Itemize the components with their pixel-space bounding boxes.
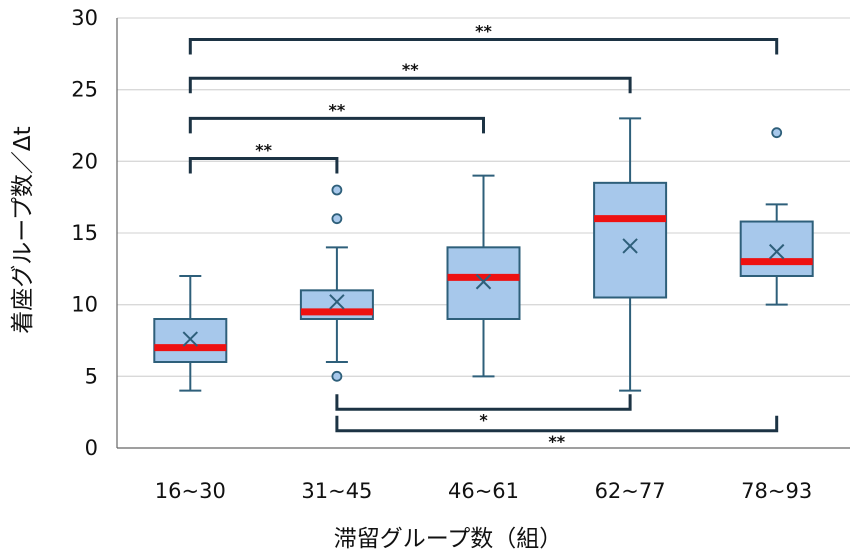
significance-label: * xyxy=(479,410,488,429)
y-tick-label: 20 xyxy=(71,149,98,173)
mean-marker xyxy=(329,294,345,310)
mean-marker xyxy=(768,243,785,260)
y-tick-label: 30 xyxy=(71,6,98,30)
x-tick-label: 62~77 xyxy=(595,479,666,503)
x-axis-title: 滞留グループ数（組） xyxy=(334,526,563,552)
box-iqr xyxy=(153,318,228,363)
axes xyxy=(116,18,850,449)
significance-label: ** xyxy=(548,432,565,451)
outlier-point xyxy=(771,127,783,139)
x-tick-label: 78~93 xyxy=(741,479,812,503)
box-iqr xyxy=(739,220,814,278)
significance-label: ** xyxy=(329,100,346,119)
significance-brackets: *********** xyxy=(188,22,779,451)
outlier-point xyxy=(331,184,343,196)
x-tick-label: 46~61 xyxy=(448,479,519,503)
significance-bracket xyxy=(335,415,779,433)
y-tick-label: 0 xyxy=(85,436,98,460)
y-tick-label: 15 xyxy=(71,221,98,245)
significance-label: ** xyxy=(475,22,492,41)
box-iqr xyxy=(593,181,668,299)
significance-bracket xyxy=(188,76,632,94)
significance-bracket xyxy=(188,116,485,134)
x-tick-label: 31~45 xyxy=(301,479,372,503)
significance-label: ** xyxy=(255,140,272,159)
labels: 0 5 10 15 20 25 30 16~30 31~45 46~61 62~77 78~93 xyxy=(71,6,812,503)
mean-marker xyxy=(622,238,638,254)
y-tick-label: 5 xyxy=(85,364,98,388)
significance-bracket xyxy=(188,156,339,174)
significance-bracket xyxy=(335,394,632,411)
significance-label: ** xyxy=(402,60,419,79)
y-axis-title: 着座グループ数／Δt xyxy=(10,126,36,333)
mean-marker xyxy=(182,331,199,347)
outlier-point xyxy=(331,370,343,382)
outlier-point xyxy=(331,213,343,225)
y-tick-label: 10 xyxy=(71,293,98,317)
y-tick-label: 25 xyxy=(71,78,98,102)
x-tick-label: 16~30 xyxy=(155,479,226,503)
boxes xyxy=(153,117,814,392)
significance-bracket xyxy=(188,38,779,55)
mean-marker xyxy=(475,274,492,290)
box-iqr xyxy=(446,246,521,320)
